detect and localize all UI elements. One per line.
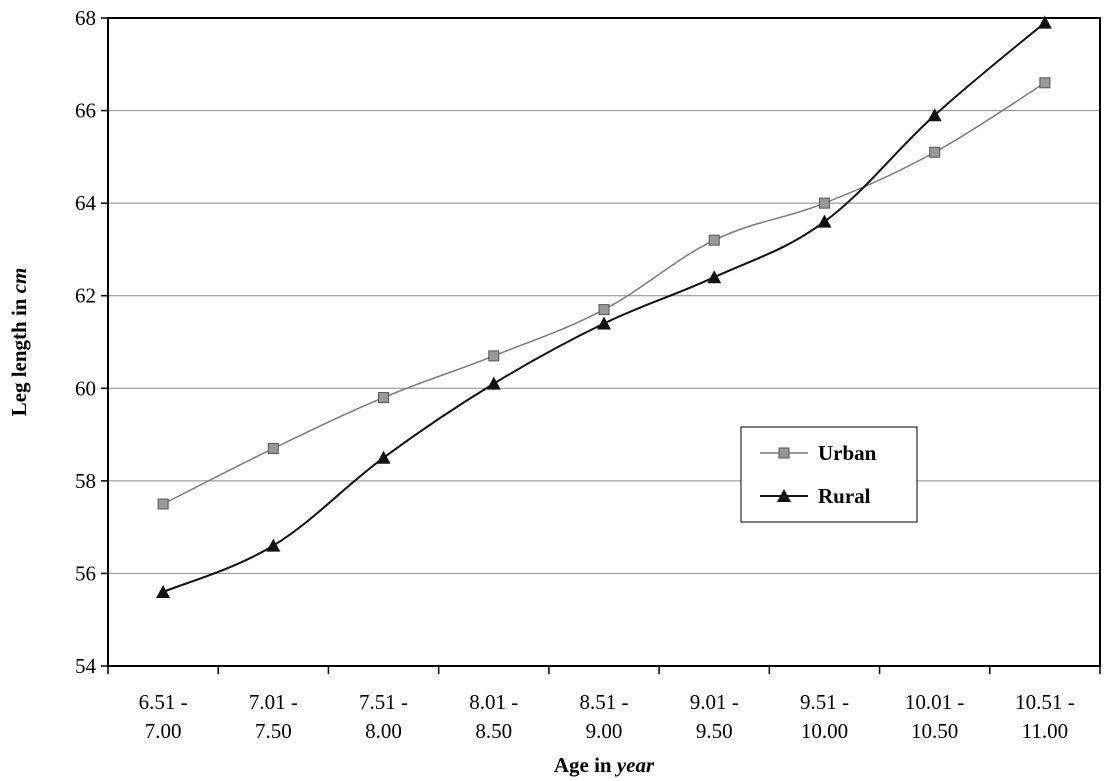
legend-label-rural: Rural xyxy=(818,484,871,508)
data-point-rural xyxy=(817,214,832,228)
x-tick-label-line1: 7.51 - xyxy=(359,690,408,714)
x-tick-label-line1: 6.51 - xyxy=(139,690,188,714)
y-tick-label: 68 xyxy=(75,6,96,30)
data-point-urban xyxy=(267,442,279,454)
data-point-urban xyxy=(157,498,169,510)
y-tick-label: 54 xyxy=(75,654,97,678)
x-tick-label-line1: 8.01 - xyxy=(469,690,518,714)
y-axis-label: Leg length in cm xyxy=(7,268,31,417)
data-point-rural xyxy=(376,450,391,464)
x-tick-label-line2: 9.50 xyxy=(696,719,733,743)
x-tick-label-line1: 7.01 - xyxy=(249,690,298,714)
legend: Urban Rural xyxy=(740,426,918,523)
x-axis-label: Age in year xyxy=(554,753,655,777)
x-tick-label-line2: 10.50 xyxy=(911,719,958,743)
gridlines xyxy=(108,110,1100,574)
x-tick-label-line1: 8.51 - xyxy=(580,690,629,714)
data-point-rural xyxy=(486,376,501,390)
x-tick-label-line1: 10.51 - xyxy=(1015,690,1075,714)
data-point-urban xyxy=(598,304,610,316)
data-point-rural xyxy=(1037,15,1052,29)
x-tick-label-line2: 10.00 xyxy=(801,719,848,743)
y-axis-ticks: 54 56 58 60 62 64 66 68 xyxy=(75,6,108,678)
data-point-urban xyxy=(708,234,720,246)
data-point-urban xyxy=(488,350,500,362)
series-layer xyxy=(156,15,1052,598)
data-point-urban xyxy=(818,197,830,209)
y-tick-label: 62 xyxy=(75,284,96,308)
series-urban xyxy=(157,77,1051,510)
plot-frame xyxy=(107,17,1101,667)
x-tick-label-line1: 10.01 - xyxy=(905,690,965,714)
y-tick-label: 60 xyxy=(75,376,96,400)
x-axis-label-text: Age in xyxy=(554,753,617,777)
x-tick-label-line2: 7.00 xyxy=(145,719,182,743)
data-point-rural xyxy=(266,538,281,552)
data-point-urban xyxy=(929,146,941,158)
data-point-rural xyxy=(597,316,611,330)
x-tick-label-line2: 8.00 xyxy=(365,719,402,743)
legend-label-urban: Urban xyxy=(818,441,877,465)
x-axis-ticks: 6.51 - 7.00 7.01 - 7.50 7.51 - 8.00 8.01 - 8.50… xyxy=(107,666,1101,743)
x-tick-label-line2: 9.00 xyxy=(586,719,623,743)
legend-marker-rural xyxy=(777,489,791,502)
x-tick-label-line2: 11.00 xyxy=(1022,719,1068,743)
y-axis-label-text: Leg length in xyxy=(7,293,31,416)
x-tick-label-line1: 9.51 - xyxy=(800,690,849,714)
x-axis-label-unit: year xyxy=(614,753,655,777)
data-point-urban xyxy=(1039,77,1051,89)
series-rural xyxy=(156,15,1052,598)
data-point-urban xyxy=(378,392,390,404)
legend-box xyxy=(740,426,918,523)
y-tick-label: 66 xyxy=(75,99,96,123)
x-tick-label-line1: 9.01 - xyxy=(690,690,739,714)
data-point-rural xyxy=(707,270,722,284)
x-tick-label-line2: 7.50 xyxy=(255,719,292,743)
legend-marker-urban xyxy=(778,447,790,459)
y-tick-label: 56 xyxy=(75,561,96,585)
data-point-rural xyxy=(927,108,942,122)
data-point-rural xyxy=(156,584,171,598)
x-tick-label-line2: 8.50 xyxy=(475,719,512,743)
y-axis-label-unit: cm xyxy=(7,268,31,294)
y-tick-label: 64 xyxy=(75,191,97,215)
y-tick-label: 58 xyxy=(75,469,96,493)
